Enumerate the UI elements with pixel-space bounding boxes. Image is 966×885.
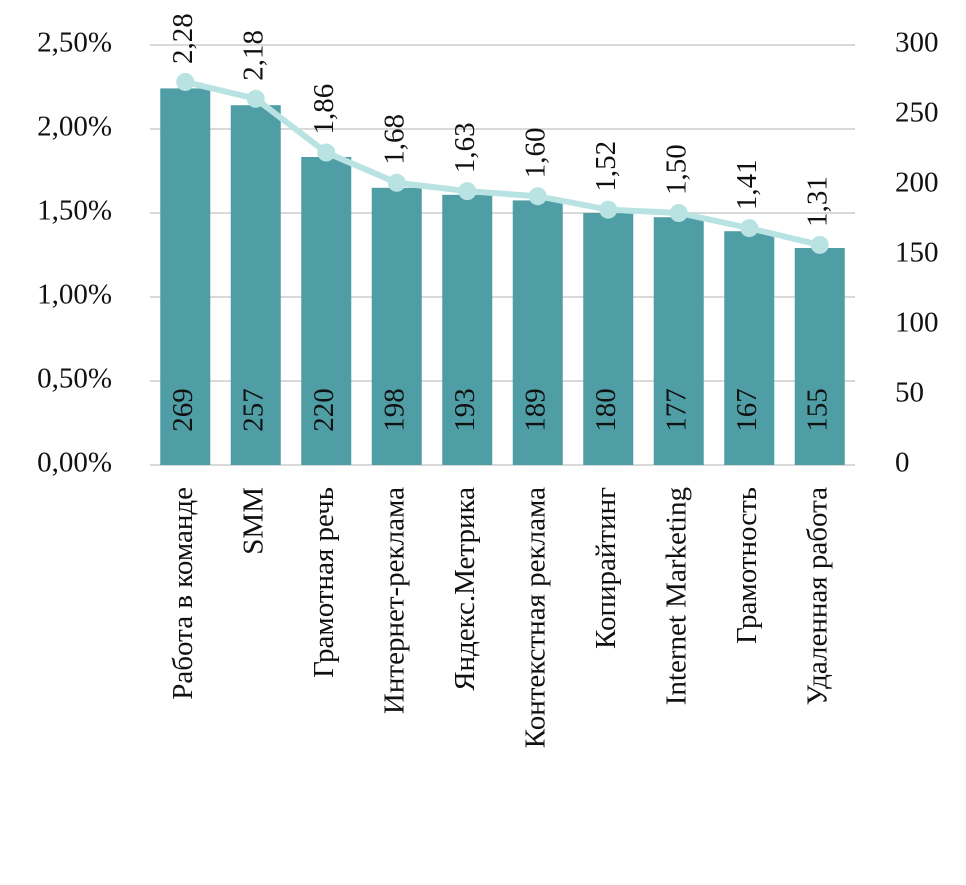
x-tick-label: Работа в команде — [167, 487, 199, 700]
x-tick-label: Интернет-реклама — [378, 487, 410, 714]
bar-value-label: 257 — [237, 388, 269, 432]
y-tick-label: 1,00% — [37, 279, 112, 311]
line-value-label: 1,50 — [660, 144, 692, 195]
bar-value-label: 177 — [660, 388, 692, 432]
line-marker — [599, 200, 618, 219]
bar — [442, 194, 493, 466]
line-value-label: 1,60 — [519, 127, 551, 178]
bar-value-label: 269 — [167, 388, 199, 432]
y2-tick-label: 300 — [895, 27, 939, 59]
line — [184, 79, 821, 248]
bar — [794, 248, 845, 465]
line-marker — [528, 187, 547, 206]
bar — [512, 200, 563, 465]
line-marker — [740, 219, 759, 238]
bar — [724, 231, 775, 465]
line-value-label: 1,52 — [590, 141, 622, 192]
line-marker — [458, 182, 477, 201]
x-tick-label: Удаленная работа — [801, 487, 833, 705]
line-value-label: 1,63 — [449, 122, 481, 173]
x-tick-label: Грамотная речь — [308, 487, 340, 678]
bar-value-label: 193 — [449, 388, 481, 432]
x-tick-label: SMM — [237, 487, 269, 555]
bar-value-label: 155 — [801, 388, 833, 432]
y2-tick-label: 0 — [895, 447, 910, 479]
line-value-label: 1,31 — [801, 176, 833, 227]
bar-value-label: 180 — [590, 388, 622, 432]
bar — [653, 217, 704, 465]
x-tick-label: Internet Marketing — [660, 487, 692, 705]
line-marker — [176, 72, 195, 91]
y-tick-label: 2,00% — [37, 111, 112, 143]
line-value-label: 1,41 — [731, 159, 763, 210]
line-marker — [810, 235, 829, 254]
bar-value-label: 189 — [519, 388, 551, 432]
bar — [583, 213, 634, 465]
y-tick-label: 1,50% — [37, 195, 112, 227]
y2-tick-label: 50 — [895, 377, 924, 409]
y-tick-label: 0,00% — [37, 447, 112, 479]
bar — [230, 105, 281, 465]
x-tick-label: Яндекс.Метрика — [449, 487, 481, 691]
line-marker — [246, 89, 265, 108]
line-value-label: 1,86 — [308, 84, 340, 135]
y-tick-label: 2,50% — [37, 27, 112, 59]
y2-tick-label: 200 — [895, 167, 939, 199]
bar — [301, 157, 352, 465]
y2-tick-label: 150 — [895, 237, 939, 269]
bar — [160, 88, 211, 466]
line-marker — [387, 173, 406, 192]
bar — [371, 187, 422, 466]
line-marker — [317, 143, 336, 162]
x-tick-label: Контекстная реклама — [519, 487, 551, 748]
line-value-label: 1,68 — [378, 114, 410, 165]
bar-value-label: 220 — [308, 388, 340, 432]
line-value-label: 2,28 — [167, 13, 199, 64]
line-marker — [669, 204, 688, 222]
bar-value-label: 198 — [378, 388, 410, 432]
x-tick-label: Грамотность — [731, 487, 763, 644]
y2-tick-label: 100 — [895, 307, 939, 339]
x-tick-label: Копирайтинг — [590, 487, 622, 649]
line-value-label: 2,18 — [237, 30, 269, 81]
y2-tick-label: 250 — [895, 97, 939, 129]
bar-value-label: 167 — [731, 388, 763, 432]
y-tick-label: 0,50% — [37, 363, 112, 395]
